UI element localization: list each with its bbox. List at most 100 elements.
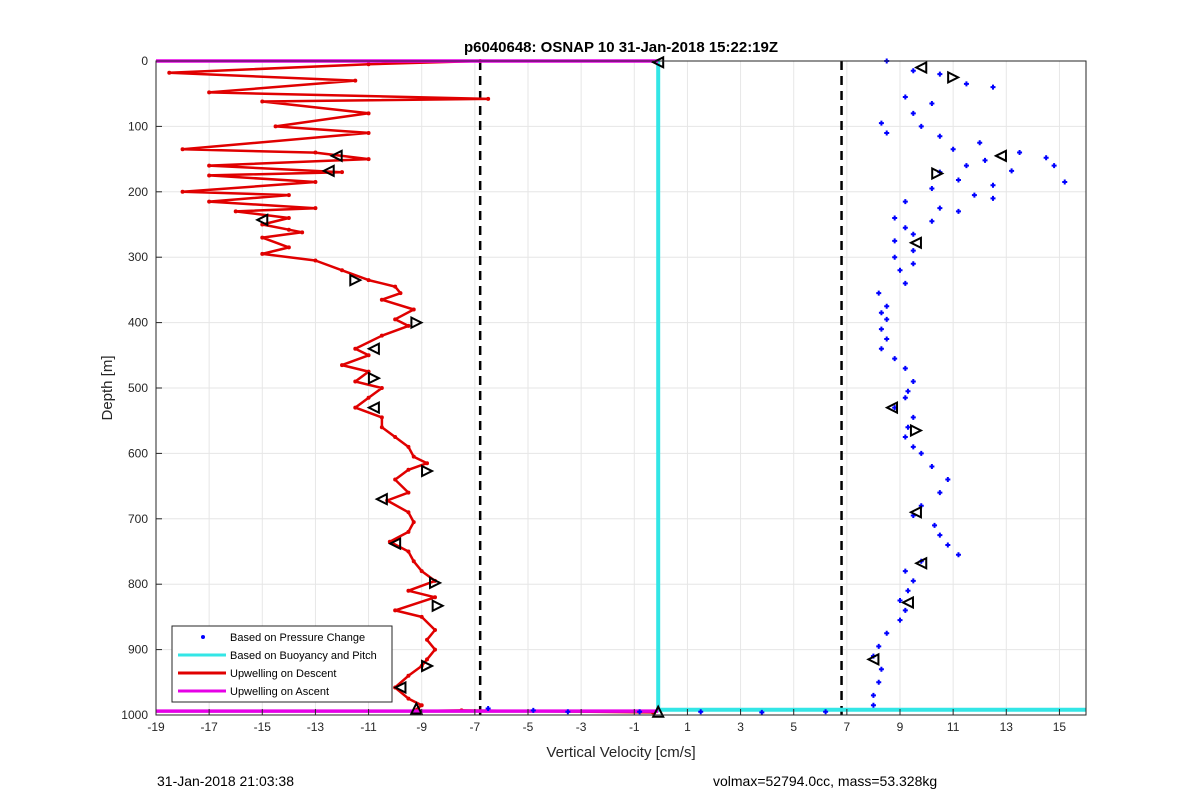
descent-point	[379, 425, 384, 430]
descent-point	[425, 461, 430, 466]
pressure-point	[902, 94, 908, 100]
descent-point	[207, 199, 212, 204]
pressure-point	[884, 303, 890, 309]
direction-marker	[421, 464, 435, 478]
grid	[155, 60, 1086, 716]
descent-point	[419, 703, 424, 708]
y-tick-label: 0	[141, 54, 148, 68]
direction-marker	[393, 680, 407, 695]
descent-point	[273, 124, 278, 129]
descent-point	[406, 490, 411, 495]
descent-point	[366, 278, 371, 283]
chart-title: p6040648: OSNAP 10 31-Jan-2018 15:22:19Z	[464, 39, 778, 56]
pressure-point	[897, 617, 903, 623]
descent-point	[379, 415, 384, 420]
x-tick-label: -19	[147, 720, 165, 734]
y-tick-label: 400	[128, 316, 148, 330]
descent-point	[406, 529, 411, 534]
descent-point	[393, 608, 398, 613]
direction-marker	[914, 60, 928, 75]
descent-point	[366, 111, 371, 116]
direction-marker	[866, 652, 880, 667]
descent-point	[379, 333, 384, 338]
reference-lines	[478, 61, 843, 715]
direction-marker	[931, 166, 945, 181]
pressure-point	[977, 140, 983, 146]
pressure-point	[990, 195, 996, 201]
descent-point	[419, 569, 424, 574]
descent-point	[340, 170, 344, 175]
pressure-point	[910, 378, 916, 384]
pressure-point	[902, 280, 908, 286]
direction-marker	[366, 342, 380, 356]
pressure-point	[1062, 179, 1068, 185]
footer-timestamp: 31-Jan-2018 21:03:38	[157, 773, 294, 789]
x-tick-label: 15	[1053, 720, 1067, 734]
direction-marker	[993, 149, 1007, 163]
pressure-point	[905, 388, 911, 394]
x-tick-label: -7	[470, 720, 481, 734]
x-tick-label: 9	[897, 720, 904, 734]
legend-label: Based on Pressure Change	[230, 632, 365, 644]
descent-point	[313, 258, 318, 263]
descent-point	[406, 510, 411, 515]
pressure-point	[892, 356, 898, 362]
pressure-point	[937, 71, 943, 77]
pressure-point	[884, 130, 890, 136]
descent-point	[353, 78, 358, 83]
pressure-point	[910, 261, 916, 267]
descent-point	[366, 157, 371, 162]
pressure-point	[990, 84, 996, 90]
pressure-point	[876, 679, 882, 685]
pressure-point	[902, 607, 908, 613]
x-tick-label: -13	[307, 720, 325, 734]
direction-marker	[329, 149, 343, 163]
direction-marker	[431, 599, 445, 613]
direction-marker	[651, 704, 665, 718]
direction-markers	[255, 55, 1007, 718]
pressure-point	[902, 395, 908, 401]
x-tick-label: 5	[790, 720, 797, 734]
descent-point	[207, 163, 212, 168]
pressure-point	[950, 146, 956, 152]
pressure-point	[945, 542, 951, 548]
y-tick-label: 900	[128, 643, 148, 657]
pressure-point	[963, 81, 969, 87]
pressure-point	[902, 365, 908, 371]
x-ticks: -19 -17 -15 -13 -11 -9 -7 -5 -3 -1 1 3 5 7 9 11 13 15	[147, 709, 1066, 734]
pressure-point	[910, 68, 916, 74]
pressure-point	[963, 163, 969, 169]
descent-point	[411, 559, 416, 564]
descent-point	[406, 549, 411, 554]
x-tick-label: 11	[947, 720, 960, 734]
pressure-point	[637, 709, 643, 715]
direction-marker	[421, 659, 435, 673]
pressure-point	[902, 568, 908, 574]
descent-point	[419, 614, 424, 619]
x-tick-label: 7	[844, 720, 851, 734]
pressure-point	[565, 709, 571, 715]
direction-marker	[909, 423, 924, 438]
direction-marker	[908, 505, 922, 519]
pressure-point	[902, 225, 908, 231]
pressure-point	[878, 120, 884, 126]
pressure-point	[929, 101, 935, 107]
descent-point	[406, 323, 411, 328]
descent-point	[260, 99, 265, 104]
pressure-point	[870, 702, 876, 708]
pressure-point	[878, 310, 884, 316]
y-tick-label: 800	[128, 577, 148, 591]
descent-point	[411, 307, 416, 312]
legend-box	[171, 625, 393, 703]
descent-point	[433, 627, 437, 632]
direction-marker	[409, 701, 424, 715]
pressure-point	[870, 692, 876, 698]
pressure-point	[982, 157, 988, 163]
direction-marker	[908, 236, 922, 250]
direction-marker	[387, 537, 402, 551]
descent-point	[406, 696, 411, 701]
direction-marker	[321, 164, 335, 178]
descent-point	[207, 90, 212, 95]
descent-point	[379, 386, 384, 390]
pressure-point	[1009, 168, 1015, 174]
